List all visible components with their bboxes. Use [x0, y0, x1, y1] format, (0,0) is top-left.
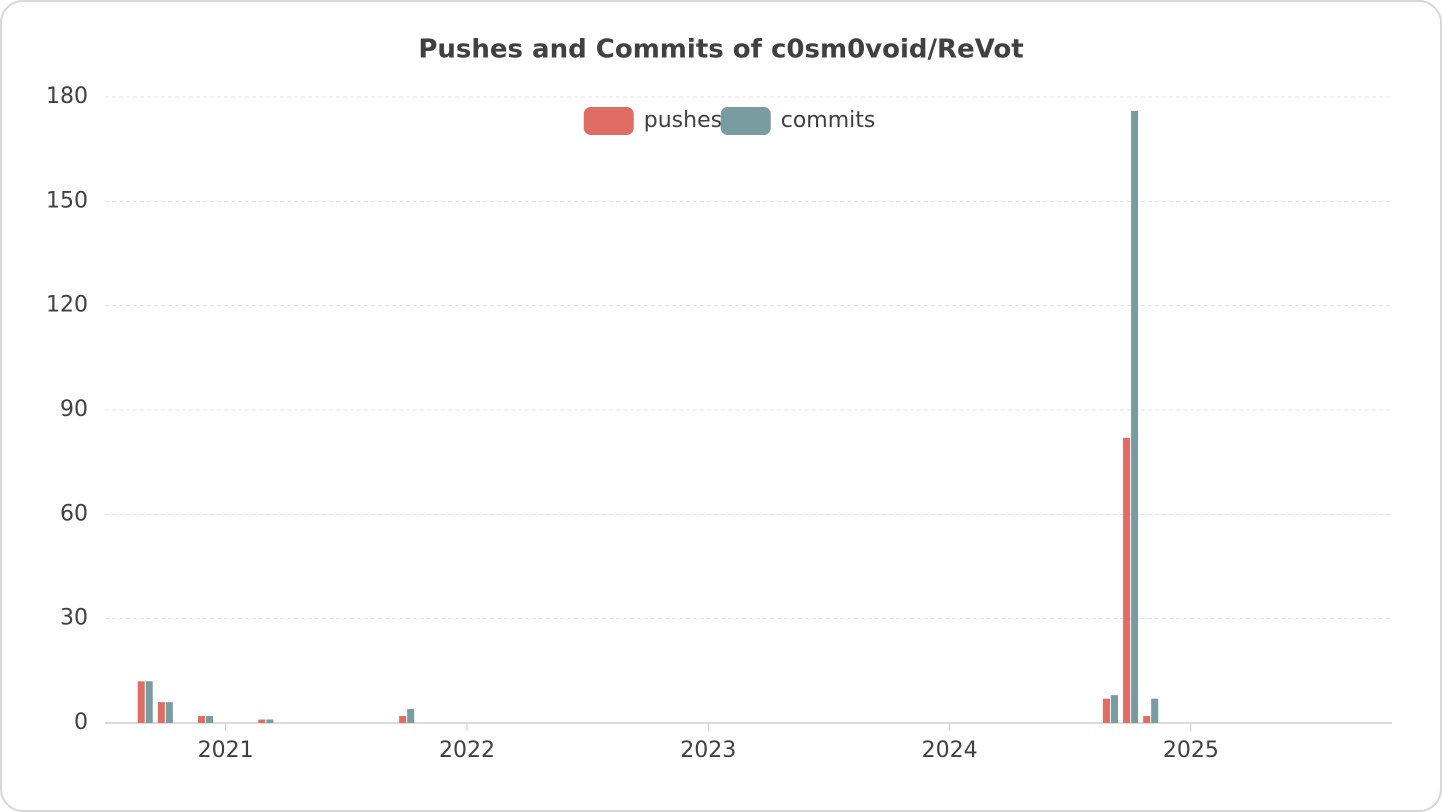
bar [1102, 698, 1110, 723]
y-tick-label: 90 [60, 397, 88, 422]
x-tick-label: 2025 [1163, 738, 1219, 763]
legend-label: pushes [644, 108, 722, 133]
bar [1110, 695, 1118, 723]
x-tick-label: 2022 [439, 738, 495, 763]
bar [1151, 698, 1159, 723]
bar [145, 681, 153, 723]
bar [165, 702, 173, 723]
x-tick-label: 2021 [198, 738, 254, 763]
bar [157, 702, 165, 723]
x-tick-label: 2023 [680, 738, 736, 763]
y-tick-label: 180 [46, 84, 88, 109]
y-tick-label: 150 [46, 188, 88, 213]
y-tick-label: 30 [60, 606, 88, 631]
legend-label: commits [781, 108, 876, 133]
bar [1131, 110, 1139, 723]
y-tick-label: 60 [60, 501, 88, 526]
bar [258, 719, 266, 723]
y-tick-label: 0 [74, 710, 88, 735]
legend-swatch [720, 107, 771, 135]
bar [1123, 437, 1131, 723]
bar [399, 716, 407, 723]
bar [1143, 716, 1151, 723]
bar [198, 716, 206, 723]
chart-title: Pushes and Commits of c0sm0void/ReVot [418, 35, 1023, 65]
y-tick-label: 120 [46, 293, 88, 318]
legend-swatch [583, 107, 634, 135]
bar [266, 719, 274, 723]
bar [206, 716, 214, 723]
bar [137, 681, 145, 723]
x-tick-label: 2024 [922, 738, 978, 763]
bar [407, 709, 415, 723]
